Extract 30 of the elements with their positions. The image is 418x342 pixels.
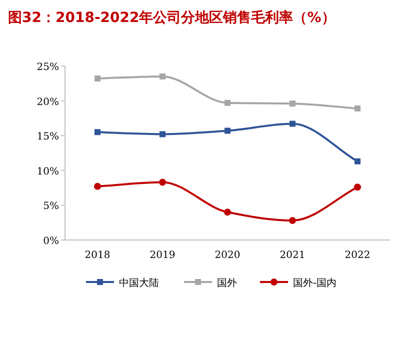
point <box>160 131 166 138</box>
x-tick-label: 2021 <box>280 250 306 261</box>
chart-title: 图32：2018-2022年公司分地区销售毛利率（%） <box>8 9 336 26</box>
y-tick-label: 15% <box>36 132 59 143</box>
point <box>290 120 296 127</box>
x-tick-label: 2019 <box>150 250 176 261</box>
point <box>354 105 360 112</box>
x-tick-label: 2018 <box>84 250 110 261</box>
y-tick-label: 25% <box>36 62 59 73</box>
y-tick-label: 20% <box>36 96 59 108</box>
point <box>289 217 296 224</box>
point <box>290 100 296 107</box>
y-tick-label: 5% <box>43 201 59 212</box>
x-tick-label: 2020 <box>214 250 240 261</box>
point <box>354 184 361 191</box>
point <box>94 182 101 190</box>
point <box>354 158 360 164</box>
legend-label: 国外-国内 <box>293 277 337 289</box>
legend-label: 国外 <box>217 278 237 289</box>
point <box>224 208 231 216</box>
x-tick-label: 2022 <box>344 250 370 261</box>
point <box>160 73 166 80</box>
y-tick-label: 0% <box>43 236 59 247</box>
point <box>94 76 100 82</box>
legend-label: 中国大陆 <box>119 277 159 289</box>
point <box>159 178 166 186</box>
point <box>94 129 100 136</box>
point <box>224 128 230 134</box>
point <box>224 100 230 106</box>
y-tick-label: 10% <box>36 166 59 178</box>
